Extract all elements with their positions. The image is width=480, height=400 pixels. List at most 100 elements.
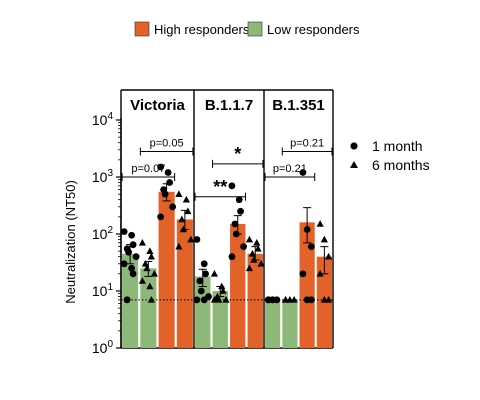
data-point-circle — [228, 253, 236, 261]
data-point-circle — [196, 277, 204, 285]
panel-victoria: Victoria p=0.07 p=0.05 — [120, 89, 195, 348]
data-point-triangle — [210, 296, 219, 303]
data-point-circle — [125, 248, 133, 256]
data-point-triangle — [254, 244, 262, 252]
data-point-circle — [193, 236, 201, 243]
data-point-circle — [157, 213, 165, 221]
panel-title: Victoria — [130, 97, 185, 114]
data-point-triangle — [138, 239, 146, 246]
data-point-circle — [132, 253, 140, 261]
panel-b-1-351: B.1.351 p=0.21 p=0.21 — [264, 89, 334, 348]
marker-legend-triangle-icon — [350, 161, 358, 168]
comparison-label: p=0.07 — [131, 163, 165, 175]
marker-legend-label: 1 month — [372, 138, 423, 154]
data-point-circle — [235, 196, 243, 204]
data-point-triangle — [325, 252, 333, 260]
data-point-circle — [129, 241, 137, 249]
data-point-circle — [307, 243, 315, 251]
bar-low-6months — [282, 299, 298, 348]
y-tick-label: 100 — [92, 339, 114, 356]
data-point-circle — [237, 207, 244, 215]
data-point-circle — [197, 287, 205, 295]
data-point-circle — [231, 220, 239, 228]
marker-legend-label: 6 months — [372, 157, 430, 173]
data-point-triangle — [248, 249, 257, 257]
group-legend: High responders Low responders — [134, 21, 360, 37]
data-point-triangle — [290, 296, 298, 303]
panel-b-1-1-7: B.1.1.7*** — [193, 89, 265, 348]
bar-low-1month — [265, 299, 281, 348]
data-point-circle — [161, 190, 169, 198]
data-point-triangle — [245, 235, 254, 243]
data-point-triangle — [184, 207, 192, 215]
data-point-circle — [240, 243, 247, 251]
data-point-circle — [128, 231, 136, 239]
legend-label-low: Low responders — [267, 22, 360, 37]
y-tick-label: 102 — [92, 225, 114, 242]
marker-legend-circle-icon — [350, 142, 358, 150]
bar-high-1month — [230, 223, 246, 348]
data-point-triangle — [141, 260, 149, 267]
data-point-circle — [232, 230, 240, 238]
data-point-circle — [228, 182, 236, 190]
data-point-triangle — [250, 256, 258, 263]
data-point-circle — [120, 260, 128, 268]
data-point-triangle — [320, 235, 328, 243]
data-point-triangle — [210, 270, 219, 277]
legend-swatch-low — [247, 21, 263, 37]
data-point-circle — [193, 296, 201, 304]
comparison-label: p=0.05 — [150, 138, 184, 150]
panel-title: B.1.1.7 — [205, 97, 253, 114]
data-point-triangle — [257, 260, 265, 267]
y-axis: 100 101 102 103 104 Neutralization (NT50) — [63, 111, 122, 356]
data-point-circle — [299, 270, 307, 278]
data-point-triangle — [178, 215, 186, 223]
data-point-circle — [120, 228, 128, 236]
data-point-triangle — [218, 282, 226, 290]
bar-low-1month — [195, 276, 211, 348]
y-tick-label: 103 — [92, 168, 114, 185]
data-point-circle — [299, 169, 307, 176]
data-point-circle — [123, 296, 131, 304]
data-point-triangle — [179, 225, 187, 233]
data-point-triangle — [245, 264, 254, 272]
data-point-triangle — [253, 239, 261, 246]
data-point-circle — [128, 264, 136, 272]
legend-swatch-high — [134, 21, 150, 37]
bar-high-1month — [158, 191, 175, 348]
data-point-triangle — [219, 287, 227, 294]
bar-high-6months — [247, 253, 263, 348]
data-point-circle — [164, 169, 172, 176]
bar-high-6months — [176, 219, 193, 348]
data-point-circle — [129, 270, 137, 278]
data-point-circle — [166, 179, 174, 186]
y-tick-label: 101 — [92, 282, 114, 299]
y-tick-label: 104 — [92, 111, 114, 128]
data-point-triangle — [182, 195, 190, 203]
panel-title: B.1.351 — [272, 97, 325, 114]
bar-high-1month — [299, 222, 315, 348]
data-point-triangle — [150, 270, 158, 277]
data-point-circle — [200, 260, 208, 268]
data-point-triangle — [175, 242, 183, 250]
legend-label-high: High responders — [154, 22, 250, 37]
data-point-circle — [200, 296, 208, 304]
data-point-triangle — [316, 270, 324, 277]
data-point-circle — [157, 163, 165, 171]
comparison-label: ** — [213, 177, 227, 197]
data-point-circle — [202, 270, 209, 278]
data-point-triangle — [146, 282, 154, 290]
data-point-circle — [303, 226, 311, 233]
data-point-triangle — [146, 247, 154, 254]
data-point-triangle — [175, 190, 183, 197]
comparison-label: p=0.21 — [273, 163, 307, 175]
y-axis-label: Neutralization (NT50) — [63, 180, 78, 304]
data-point-triangle — [147, 252, 155, 260]
data-point-circle — [169, 203, 177, 211]
marker-legend: 1 month 6 months — [350, 138, 430, 173]
bar-low-6months — [212, 291, 228, 348]
data-point-triangle — [138, 277, 146, 284]
data-point-triangle — [147, 296, 155, 303]
